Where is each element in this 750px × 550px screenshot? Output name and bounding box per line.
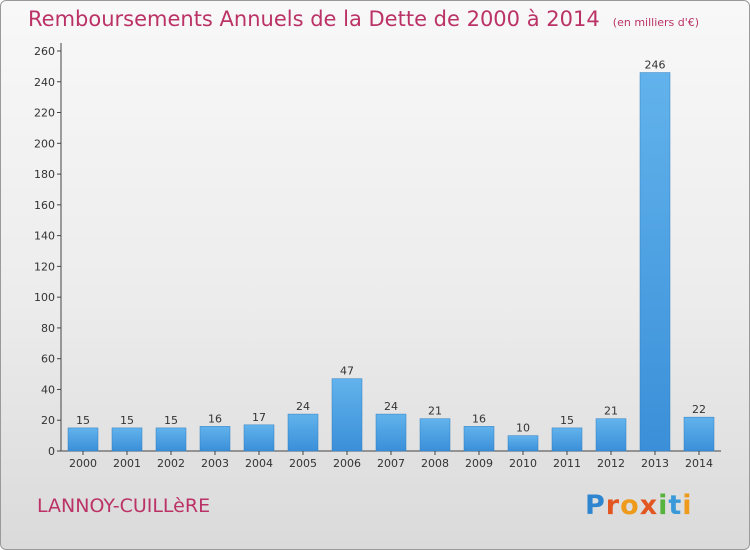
x-tick-label: 2007 [377,457,405,470]
x-tick-label: 2006 [333,457,361,470]
bar-value-label: 47 [340,365,354,378]
x-tick-label: 2000 [69,457,97,470]
bar-value-label: 15 [164,414,178,427]
proxiti-logo: Proxiti [585,490,693,521]
y-tick-label: 220 [34,107,55,120]
bar-value-label: 15 [120,414,134,427]
bar [375,413,407,452]
bar-value-label: 24 [384,400,398,413]
y-tick-label: 0 [48,445,55,458]
logo-letter: r [605,490,621,521]
bar [683,416,715,452]
y-tick-label: 140 [34,230,55,243]
bar [463,426,495,452]
x-tick-label: 2003 [201,457,229,470]
y-tick-label: 100 [34,291,55,304]
bar [67,427,99,452]
logo-letter: t [668,490,683,521]
x-tick-label: 2004 [245,457,273,470]
chart-title: Remboursements Annuels de la Dette de 20… [28,7,699,31]
y-tick-label: 120 [34,260,55,273]
logo-letter: i [682,490,693,521]
x-tick-label: 2013 [641,457,669,470]
bar-value-label: 246 [645,59,666,72]
y-tick-label: 180 [34,168,55,181]
y-tick-label: 240 [34,76,55,89]
x-tick-label: 2010 [509,457,537,470]
logo-letter: P [585,490,606,521]
chart-title-unit: (en milliers d'€) [612,16,700,29]
logo-letter: x [639,490,659,521]
bar-value-label: 22 [692,403,706,416]
x-tick-label: 2011 [553,457,581,470]
bar [639,72,671,452]
bar-value-label: 10 [516,422,530,435]
logo-letter: i [658,490,669,521]
bar [419,418,451,452]
x-tick-label: 2014 [685,457,713,470]
x-tick-label: 2001 [113,457,141,470]
x-tick-label: 2009 [465,457,493,470]
bar-value-label: 21 [428,405,442,418]
bar-value-label: 17 [252,411,266,424]
bar-value-label: 15 [76,414,90,427]
bar [287,413,319,452]
y-tick-label: 160 [34,199,55,212]
bar [507,435,539,452]
bar [331,378,363,452]
bar [199,426,231,452]
bar-value-label: 16 [472,412,486,425]
chart-title-main: Remboursements Annuels de la Dette de 20… [28,7,600,31]
bar-value-label: 24 [296,400,310,413]
x-tick-label: 2008 [421,457,449,470]
y-tick-label: 200 [34,137,55,150]
bar [551,427,583,452]
location-name: LANNOY-CUILLèRE [37,495,211,517]
bar [155,427,187,452]
x-tick-label: 2002 [157,457,185,470]
bar-value-label: 15 [560,414,574,427]
bar [111,427,143,452]
bar-value-label: 16 [208,412,222,425]
y-tick-label: 40 [41,383,55,396]
y-tick-label: 80 [41,322,55,335]
bar [243,424,275,452]
x-tick-label: 2005 [289,457,317,470]
y-tick-label: 60 [41,353,55,366]
bar-value-label: 21 [604,405,618,418]
bar [595,418,627,452]
y-tick-label: 260 [34,45,55,58]
x-tick-label: 2012 [597,457,625,470]
y-tick-label: 20 [41,414,55,427]
logo-letter: o [620,490,640,521]
